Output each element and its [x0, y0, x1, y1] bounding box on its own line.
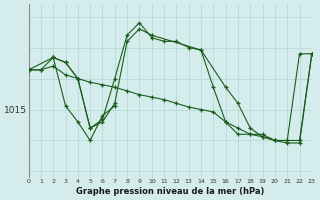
X-axis label: Graphe pression niveau de la mer (hPa): Graphe pression niveau de la mer (hPa)	[76, 187, 264, 196]
